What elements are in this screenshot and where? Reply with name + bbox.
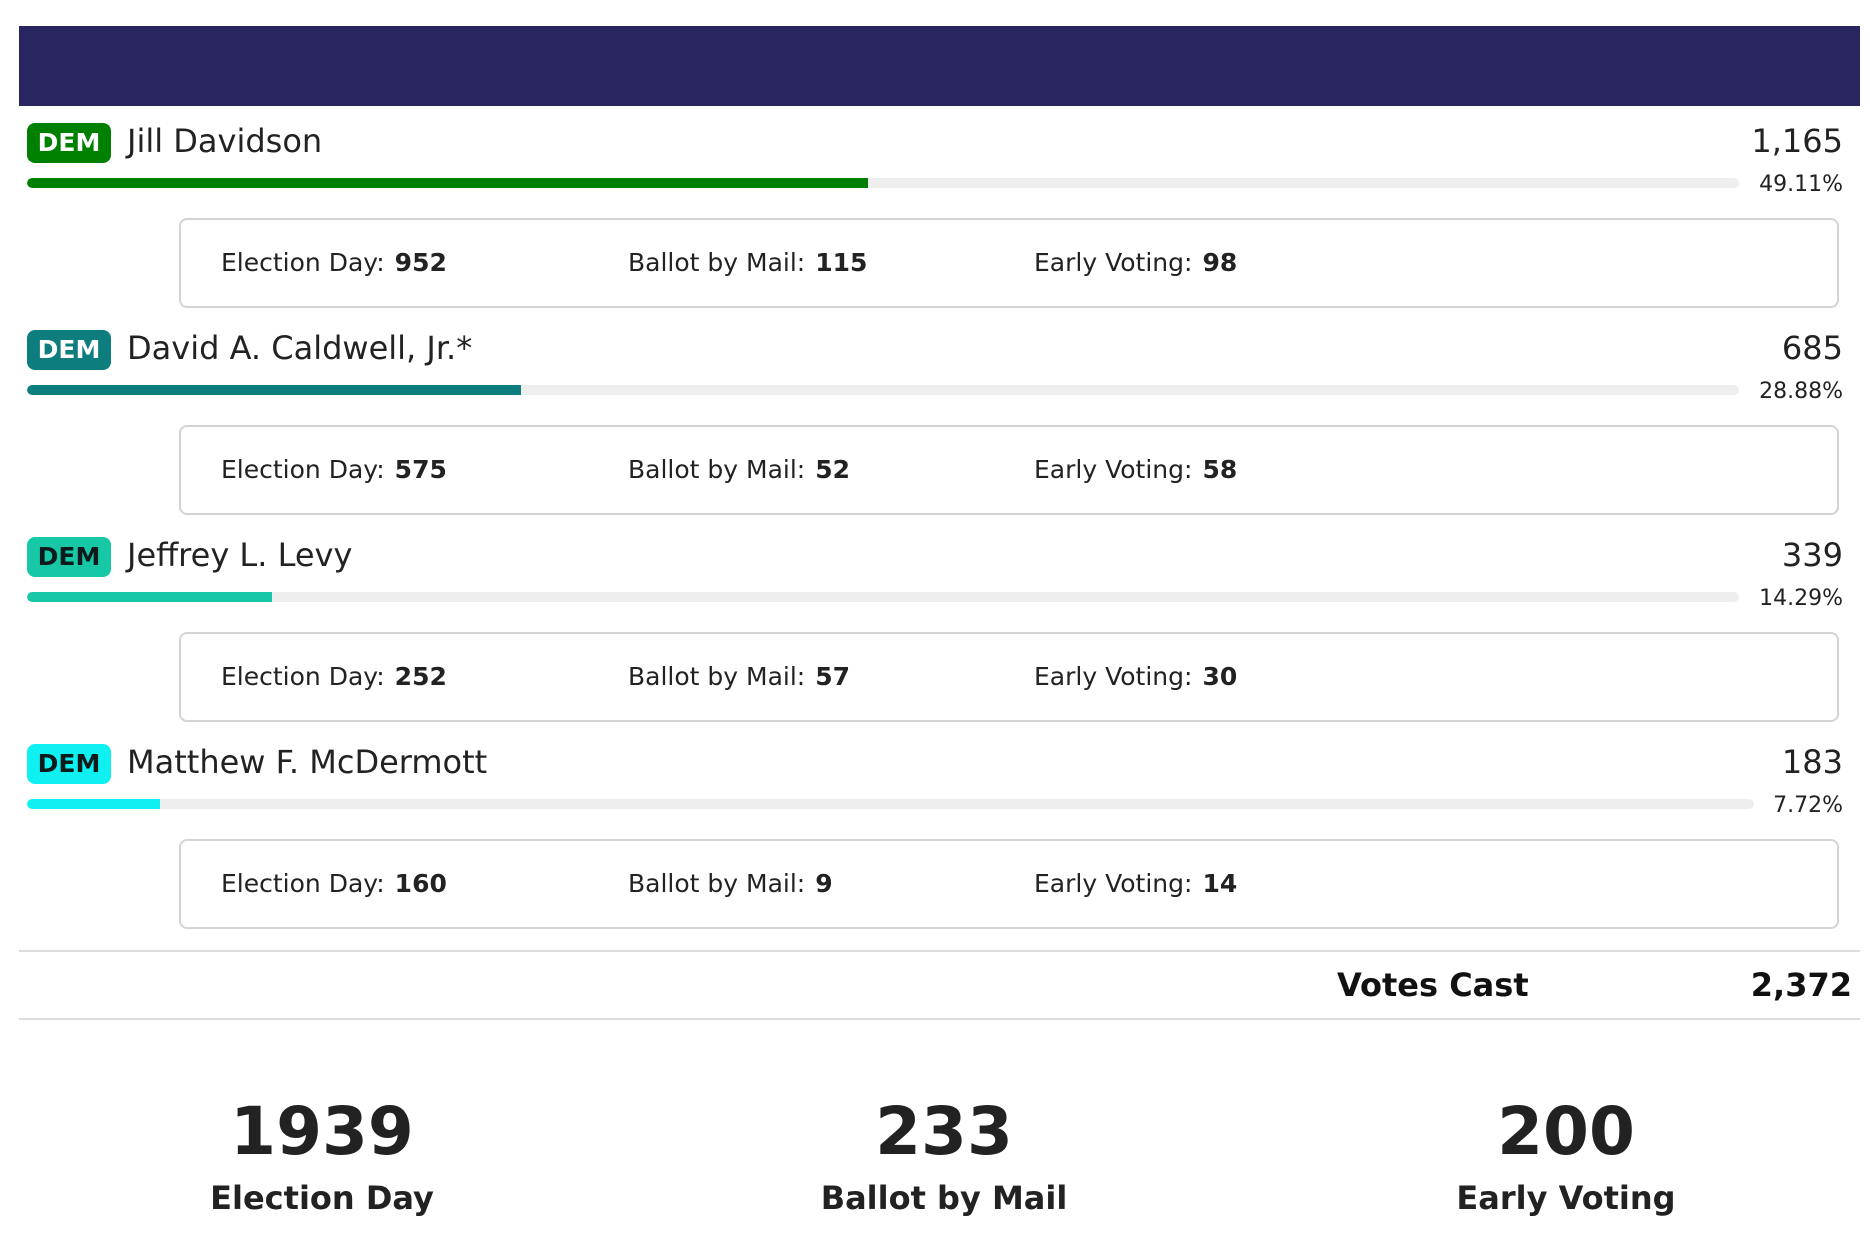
breakdown-value: 160 [394, 869, 447, 898]
candidate-row: DEM Matthew F. McDermott 183 7.72% Elect… [0, 743, 1870, 951]
vote-share-bar-fill [27, 799, 161, 809]
summary-early-voting: 200 Early Voting [1316, 1090, 1816, 1220]
breakdown-ballot-by-mail: Ballot by Mail: 57 [628, 634, 850, 720]
vote-percent: 14.29% [1759, 586, 1843, 611]
vote-share-bar-fill [27, 385, 522, 395]
vote-share-bar [27, 799, 1754, 809]
breakdown-value: 30 [1202, 662, 1238, 691]
vote-percent: 7.72% [1773, 793, 1843, 818]
breakdown-early-voting: Early Voting: 14 [1034, 841, 1237, 927]
vote-breakdown-panel: Election Day: 252 Ballot by Mail: 57 Early… [179, 632, 1839, 722]
breakdown-label: Ballot by Mail: [628, 662, 806, 691]
breakdown-value: 52 [815, 455, 851, 484]
breakdown-label: Ballot by Mail: [628, 248, 806, 277]
breakdown-value: 98 [1202, 248, 1238, 277]
vote-share-bar [27, 385, 1739, 395]
candidate-row: DEM David A. Caldwell, Jr.* 685 28.88% E… [0, 329, 1870, 537]
summary-number: 233 [875, 1093, 1013, 1170]
vote-share-bar [27, 592, 1739, 602]
vote-share-bar-fill [27, 178, 868, 188]
candidate-row: DEM Jeffrey L. Levy 339 14.29% Election … [0, 536, 1870, 744]
party-badge: DEM [27, 537, 111, 577]
summary-label: Early Voting [1456, 1179, 1676, 1217]
summary-ballot-by-mail: 233 Ballot by Mail [694, 1090, 1194, 1220]
breakdown-value: 14 [1202, 869, 1238, 898]
breakdown-election-day: Election Day: 160 [221, 841, 447, 927]
candidate-name: Jeffrey L. Levy [127, 536, 353, 574]
summary-number: 200 [1497, 1093, 1635, 1170]
vote-percent: 28.88% [1759, 379, 1843, 404]
vote-breakdown-panel: Election Day: 952 Ballot by Mail: 115 Earl… [179, 218, 1839, 308]
votes-cast-value: 2,372 [1750, 966, 1852, 1004]
breakdown-label: Early Voting: [1034, 869, 1193, 898]
breakdown-label: Election Day: [221, 248, 385, 277]
vote-total: 685 [1781, 329, 1843, 367]
breakdown-early-voting: Early Voting: 98 [1034, 220, 1237, 306]
breakdown-label: Election Day: [221, 455, 385, 484]
breakdown-ballot-by-mail: Ballot by Mail: 115 [628, 220, 867, 306]
breakdown-label: Early Voting: [1034, 662, 1193, 691]
vote-share-bar-fill [27, 592, 272, 602]
breakdown-election-day: Election Day: 252 [221, 634, 447, 720]
candidate-row: DEM Jill Davidson 1,165 49.11% Election … [0, 122, 1870, 330]
breakdown-value: 115 [815, 248, 868, 277]
breakdown-value: 58 [1202, 455, 1238, 484]
candidate-name: David A. Caldwell, Jr.* [127, 329, 473, 367]
vote-total: 183 [1781, 743, 1843, 781]
candidate-name: Matthew F. McDermott [127, 743, 488, 781]
breakdown-value: 575 [394, 455, 447, 484]
breakdown-label: Early Voting: [1034, 248, 1193, 277]
breakdown-value: 57 [815, 662, 851, 691]
vote-total: 339 [1781, 536, 1843, 574]
vote-breakdown-panel: Election Day: 160 Ballot by Mail: 9 Early … [179, 839, 1839, 929]
header-banner [19, 26, 1860, 106]
breakdown-election-day: Election Day: 952 [221, 220, 447, 306]
vote-breakdown-panel: Election Day: 575 Ballot by Mail: 52 Early… [179, 425, 1839, 515]
breakdown-early-voting: Early Voting: 58 [1034, 427, 1237, 513]
breakdown-value: 252 [394, 662, 447, 691]
party-badge: DEM [27, 744, 111, 784]
party-badge: DEM [27, 123, 111, 163]
breakdown-value: 9 [815, 869, 833, 898]
candidate-name: Jill Davidson [127, 122, 323, 160]
summary-number: 1939 [230, 1093, 414, 1170]
breakdown-label: Ballot by Mail: [628, 869, 806, 898]
breakdown-label: Ballot by Mail: [628, 455, 806, 484]
breakdown-value: 952 [394, 248, 447, 277]
vote-total: 1,165 [1751, 122, 1843, 160]
breakdown-label: Election Day: [221, 662, 385, 691]
vote-share-bar [27, 178, 1739, 188]
breakdown-ballot-by-mail: Ballot by Mail: 52 [628, 427, 850, 513]
summary-label: Ballot by Mail [820, 1179, 1068, 1217]
breakdown-ballot-by-mail: Ballot by Mail: 9 [628, 841, 833, 927]
summary-election-day: 1939 Election Day [72, 1090, 572, 1220]
vote-percent: 49.11% [1759, 172, 1843, 197]
breakdown-election-day: Election Day: 575 [221, 427, 447, 513]
party-badge: DEM [27, 330, 111, 370]
breakdown-label: Early Voting: [1034, 455, 1193, 484]
breakdown-label: Election Day: [221, 869, 385, 898]
votes-cast-row: Votes Cast 2,372 [19, 950, 1860, 1020]
summary-label: Election Day [210, 1179, 434, 1217]
votes-cast-label: Votes Cast [1337, 966, 1529, 1004]
breakdown-early-voting: Early Voting: 30 [1034, 634, 1237, 720]
